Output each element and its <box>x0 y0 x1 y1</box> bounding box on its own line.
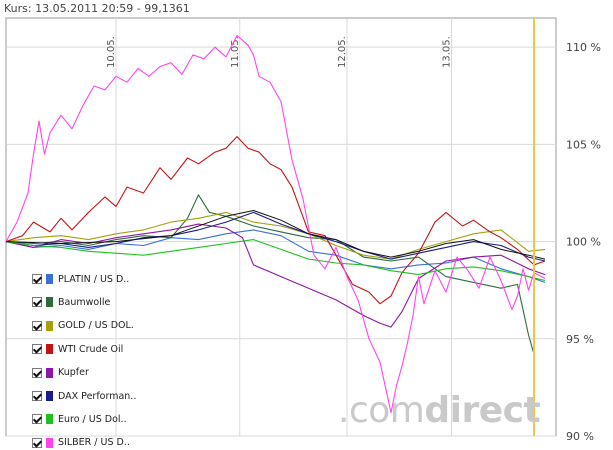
legend-label: DAX Performan.. <box>58 390 137 402</box>
y-tick-label: 90 % <box>566 430 594 443</box>
legend-color-swatch <box>46 320 53 331</box>
legend-item-platin-us-d[interactable]: PLATIN / US D.. <box>32 272 129 286</box>
legend-label: Euro / US Dol.. <box>58 413 127 425</box>
series-toggle-checkbox[interactable] <box>32 274 42 284</box>
legend-color-swatch <box>46 391 53 401</box>
series-toggle-checkbox[interactable] <box>32 391 42 401</box>
legend-label: Baumwolle <box>58 296 111 308</box>
y-tick-label: 100 % <box>566 236 601 249</box>
series-toggle-checkbox[interactable] <box>32 320 42 331</box>
y-tick-label: 105 % <box>566 138 601 151</box>
quote-header: Kurs: 13.05.2011 20:59 - 99,1361 <box>4 2 190 15</box>
series-toggle-checkbox[interactable] <box>32 297 42 308</box>
series-toggle-checkbox[interactable] <box>32 344 42 355</box>
comdirect-watermark: .comdirect <box>338 390 541 431</box>
series-toggle-checkbox[interactable] <box>32 414 42 425</box>
legend-label: Kupfer <box>58 367 89 379</box>
legend-color-swatch <box>46 437 53 448</box>
legend-item-silber-us-d[interactable]: SILBER / US D.. <box>32 436 130 450</box>
series-toggle-checkbox[interactable] <box>32 437 42 448</box>
legend-color-swatch <box>46 367 53 378</box>
x-tick-label: 12.05. <box>337 36 348 68</box>
legend-item-baumwolle[interactable]: Baumwolle <box>32 295 110 309</box>
legend-item-wti-crude-oil[interactable]: WTI Crude Oil <box>32 342 123 356</box>
series-line-euro-us-dol <box>5 239 546 282</box>
legend-color-swatch <box>46 297 53 308</box>
x-tick-label: 11.05. <box>230 36 241 68</box>
legend-label: PLATIN / US D.. <box>58 273 130 285</box>
y-tick-label: 110 % <box>566 41 601 54</box>
y-tick-label: 95 % <box>566 333 594 346</box>
series-line-silber-us-d <box>5 34 546 414</box>
x-tick-label: 10.05. <box>106 36 117 68</box>
series-line-baumwolle <box>5 194 535 355</box>
legend-item-gold-us-dol[interactable]: GOLD / US DOL. <box>32 319 134 333</box>
series-line-platin-us-d <box>5 229 546 283</box>
series-line-last-price <box>5 210 546 260</box>
watermark-prefix: .com <box>338 390 425 431</box>
legend-color-swatch <box>46 414 53 425</box>
legend-label: WTI Crude Oil <box>58 343 124 355</box>
legend-item-kupfer[interactable]: Kupfer <box>32 366 89 380</box>
legend-color-swatch <box>46 344 53 355</box>
series-line-dax-performan <box>5 211 546 262</box>
legend-color-swatch <box>46 274 53 284</box>
legend-label: SILBER / US D.. <box>58 437 130 449</box>
series-line-kupfer <box>5 223 546 328</box>
x-tick-label: 13.05. <box>442 36 453 68</box>
series-toggle-checkbox[interactable] <box>32 367 42 378</box>
legend-label: GOLD / US DOL. <box>58 320 134 332</box>
series-line-gold-us-dol <box>5 211 546 260</box>
legend-item-dax-performan[interactable]: DAX Performan.. <box>32 389 136 403</box>
legend-item-euro-us-dol[interactable]: Euro / US Dol.. <box>32 412 127 426</box>
series-line-wti-crude-oil <box>5 136 546 305</box>
watermark-suffix: direct <box>424 390 541 431</box>
